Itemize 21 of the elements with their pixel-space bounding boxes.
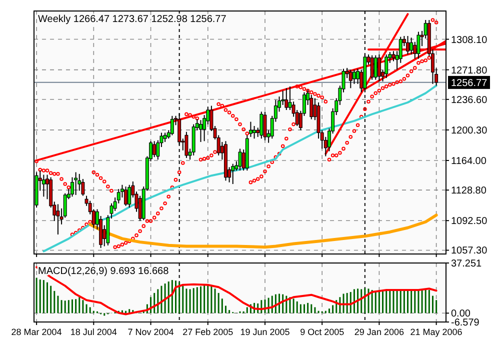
x-tick-label: 27 Feb 2005 (182, 327, 234, 337)
ref-line-label: 1256.77 (451, 78, 488, 89)
x-tick-label: 7 Nov 2004 (128, 327, 174, 337)
y-tick-label: 1271.80 (451, 65, 488, 76)
x-tick-label: 21 May 2006 (410, 327, 462, 337)
chart-title: Weekly 1266.47 1273.67 1252.98 1256.77 (38, 14, 227, 25)
y-tick-label: 1092.50 (451, 216, 488, 228)
x-tick-label: 18 Jul 2004 (70, 327, 117, 337)
x-tick-label: 29 Jan 2006 (354, 327, 404, 337)
y-tick-label: 1308.10 (451, 34, 488, 46)
x-tick-label: 9 Oct 2005 (300, 327, 344, 337)
y-tick-label: 1057.30 (451, 246, 488, 257)
x-tick-label: 19 Jun 2005 (240, 327, 290, 337)
x-tick-label: 28 Mar 2004 (11, 327, 62, 337)
y-tick-label: 1200.30 (451, 125, 488, 136)
y-tick-label: -6.579 (451, 318, 480, 328)
y-tick-label: 37.251 (451, 258, 482, 270)
y-tick-label: 1236.60 (451, 94, 488, 106)
y-tick-label: 1164.00 (451, 156, 487, 167)
y-tick-label: 1128.80 (451, 186, 487, 197)
y-tick-label: 0.00 (451, 308, 471, 320)
